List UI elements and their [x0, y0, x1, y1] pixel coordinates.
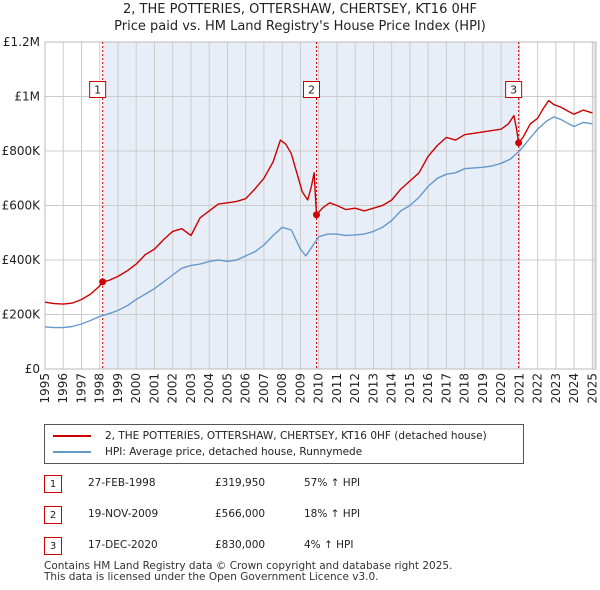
x-tick-label: 2022 — [531, 373, 545, 404]
x-tick-label: 1997 — [74, 373, 88, 404]
x-tick-label: 2010 — [312, 373, 326, 404]
chart-subtitle: Price paid vs. HM Land Registry's House … — [114, 19, 486, 34]
legend-label-hpi: HPI: Average price, detached house, Runn… — [105, 446, 363, 458]
transaction-hpi-change: 4% ↑ HPI — [304, 539, 354, 551]
hpi-line — [44, 116, 593, 329]
chart-title: 2, THE POTTERIES, OTTERSHAW, CHERTSEY, K… — [122, 2, 477, 17]
legend-swatch-hpi — [53, 451, 91, 453]
transaction-row: 2 19-NOV-2009 £566,000 18% ↑ HPI — [44, 506, 404, 526]
sale-label-box: 3 — [505, 81, 523, 98]
y-tick-label: £1.2M — [3, 35, 40, 49]
transaction-row: 3 17-DEC-2020 £830,000 4% ↑ HPI — [44, 537, 404, 557]
x-tick-label: 2004 — [202, 373, 216, 404]
y-tick-label: £1M — [14, 90, 40, 104]
y-tick-label: £0 — [25, 362, 40, 376]
property-price-line — [44, 99, 593, 305]
footer: Contains HM Land Registry data © Crown c… — [44, 561, 452, 583]
x-tick-label: 2016 — [421, 373, 435, 404]
legend-swatch-property — [53, 435, 91, 437]
transaction-price: £830,000 — [215, 539, 266, 551]
x-tick-label: 2000 — [129, 373, 143, 404]
sale-label-frame — [302, 81, 320, 98]
x-tick-label: 1996 — [56, 373, 70, 404]
y-tick-label: £200K — [2, 308, 42, 322]
x-tick-label: 1995 — [38, 373, 52, 404]
transaction-price: £319,950 — [215, 477, 266, 489]
x-tick-label: 2018 — [458, 373, 472, 404]
sale-label-number: 3 — [510, 84, 517, 97]
sale-point — [312, 211, 320, 219]
x-tick-label: 2012 — [348, 373, 362, 404]
sale-label-number: 1 — [94, 84, 101, 97]
sale-label-box: 2 — [302, 81, 320, 98]
x-tick-label: 2008 — [275, 373, 289, 404]
plot-frame — [44, 41, 597, 370]
sale-label-box: 1 — [89, 81, 107, 98]
x-tick-label: 1998 — [93, 373, 107, 404]
x-tick-label: 2020 — [494, 373, 508, 404]
price-chart: £0 £200K £400K £600K £800K £1M £1.2M 1995 1996 19… — [2, 35, 600, 404]
transaction-price: £566,000 — [215, 508, 266, 520]
x-tick-label: 2005 — [220, 373, 234, 404]
legend-item-property: 2, THE POTTERIES, OTTERSHAW, CHERTSEY, K… — [53, 430, 487, 442]
x-tick-label: 1999 — [111, 373, 125, 404]
x-tick-label: 2024 — [567, 373, 581, 404]
sale-point — [99, 278, 107, 286]
x-tick-label: 2006 — [239, 373, 253, 404]
footer-licence: This data is licensed under the Open Gov… — [44, 571, 379, 583]
sale-label-number: 2 — [308, 84, 315, 97]
x-tick-label: 2023 — [549, 373, 563, 404]
x-tick-label: 2003 — [184, 373, 198, 404]
transaction-number-badge: 2 — [44, 506, 62, 524]
transaction-number-badge: 1 — [44, 475, 62, 493]
x-tick-label: 2021 — [512, 373, 526, 404]
y-tick-label: £800K — [2, 144, 42, 158]
transaction-hpi-change: 18% ↑ HPI — [304, 508, 361, 520]
x-tick-label: 2014 — [385, 373, 399, 404]
transaction-date: 27-FEB-1998 — [88, 477, 156, 489]
x-tick-label: 2025 — [585, 373, 599, 404]
legend: 2, THE POTTERIES, OTTERSHAW, CHERTSEY, K… — [44, 424, 524, 464]
x-tick-label: 2015 — [403, 373, 417, 404]
x-tick-label: 2007 — [257, 373, 271, 404]
x-tick-label: 2001 — [147, 373, 161, 404]
x-tick-label: 2009 — [293, 373, 307, 404]
x-tick-label: 2002 — [166, 373, 180, 404]
transaction-number-badge: 3 — [44, 537, 62, 555]
sale-label-frame — [505, 81, 523, 98]
x-tick-label: 2011 — [330, 373, 344, 404]
legend-item-hpi: HPI: Average price, detached house, Runn… — [53, 446, 362, 458]
transaction-date: 17-DEC-2020 — [88, 539, 158, 551]
footer-copyright: Contains HM Land Registry data © Crown c… — [44, 560, 453, 572]
transaction-date: 19-NOV-2009 — [88, 508, 159, 520]
transaction-row: 1 27-FEB-1998 £319,950 57% ↑ HPI — [44, 475, 404, 495]
y-tick-label: £600K — [2, 199, 42, 213]
sale-point — [515, 139, 523, 147]
x-tick-label: 2013 — [366, 373, 380, 404]
x-tick-label: 2019 — [476, 373, 490, 404]
sale-label-frame — [89, 81, 107, 98]
legend-label-property: 2, THE POTTERIES, OTTERSHAW, CHERTSEY, K… — [105, 430, 487, 442]
transaction-hpi-change: 57% ↑ HPI — [304, 477, 361, 489]
x-tick-label: 2017 — [439, 373, 453, 404]
y-tick-label: £400K — [2, 253, 42, 267]
